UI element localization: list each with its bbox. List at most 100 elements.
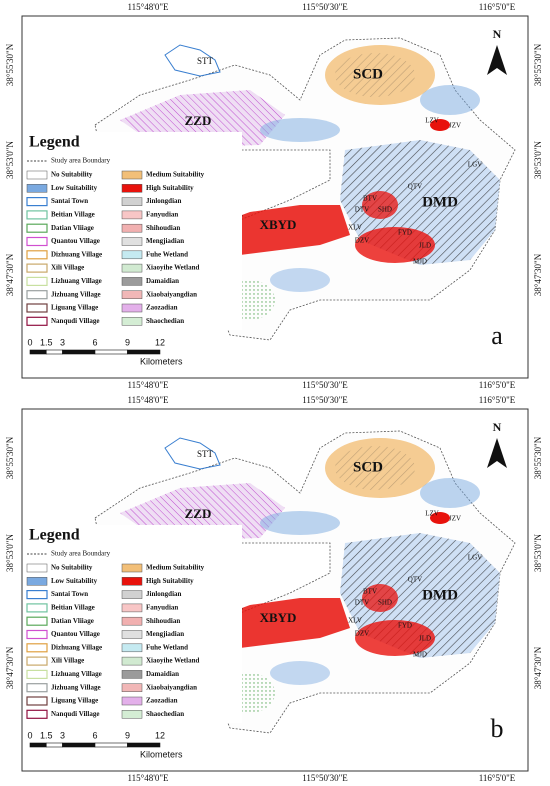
place-label: BTV <box>363 588 377 596</box>
place-label: MJD <box>413 651 427 659</box>
place-label: JZV <box>449 122 461 130</box>
latitude-label: 38°55'30"N <box>533 43 543 86</box>
legend-swatch <box>121 590 143 599</box>
scale-label: 6 <box>92 337 97 347</box>
place-label: MJD <box>413 258 427 266</box>
legend-swatch <box>121 317 143 326</box>
legend-swatch <box>121 643 143 653</box>
place-label: SHD <box>378 599 392 607</box>
scale-segment <box>45 742 63 748</box>
scale-label: 3 <box>60 337 65 347</box>
legend-swatch <box>121 197 143 206</box>
legend-swatch <box>121 710 143 719</box>
legend-swatch <box>26 184 48 193</box>
place-label: SCD <box>353 66 383 82</box>
legend-swatch <box>26 709 48 719</box>
legend-label: No Suitability <box>51 564 93 572</box>
longitude-label: 115°48'0"E <box>127 773 169 783</box>
scale-label: 12 <box>155 730 165 740</box>
legend-label: Datian Vliiage <box>51 617 94 625</box>
longitude-label: 116°5'0"E <box>479 395 516 405</box>
legend-label: Santai Town <box>51 197 88 205</box>
place-label: ZZD <box>185 113 212 128</box>
legend-label: Damaidian <box>146 670 179 678</box>
longitude-label: 115°50'30"E <box>302 773 348 783</box>
scale-label: 12 <box>155 337 165 347</box>
legend-swatch <box>26 577 48 586</box>
legend-label: Medium Suitability <box>146 171 205 179</box>
legend-label: Fanyudian <box>146 211 178 219</box>
longitude-label: 116°5'0"E <box>479 2 516 12</box>
legend-swatch <box>121 223 143 233</box>
legend-label: Nanqudi Village <box>51 317 99 325</box>
place-label: DZV <box>355 630 369 638</box>
scale-label: 1.5 <box>40 730 53 740</box>
scale-label: 1.5 <box>40 337 53 347</box>
legend-swatch <box>26 669 48 679</box>
scale-segment <box>62 349 96 355</box>
legend-label: Shihoudian <box>146 617 180 625</box>
legend-swatch <box>26 563 48 573</box>
place-label: XLV <box>348 224 362 232</box>
map-panel: 115°48'0"E 115°48'0"E 115°50'30"E 115°50'30… <box>5 2 543 390</box>
legend-label: Jizhuang Village <box>51 683 101 691</box>
north-arrow <box>487 45 507 75</box>
legend-swatch <box>26 316 48 326</box>
legend-label: Xili Village <box>51 264 84 272</box>
legend-swatch <box>121 630 143 639</box>
legend-swatch <box>26 236 48 247</box>
place-label: DTV <box>355 599 369 607</box>
legend-label: Zaozadian <box>146 304 178 312</box>
legend-label: Shaochedian <box>146 710 184 718</box>
panel-label: b <box>491 714 504 743</box>
legend-swatch <box>26 603 48 613</box>
legend-swatch <box>26 290 48 300</box>
legend-label: High Suitability <box>146 577 194 585</box>
latitude-label: 38°53'0"N <box>533 534 543 572</box>
place-label: JLD <box>419 242 431 250</box>
legend-label: Quantou Village <box>51 237 100 245</box>
legend-box <box>24 525 242 723</box>
place-label: DMD <box>422 194 458 210</box>
legend-swatch <box>26 629 48 640</box>
legend-title: Legend <box>29 527 80 544</box>
legend-label: Fuhe Wetland <box>146 250 188 258</box>
scale-label: 0 <box>27 337 32 347</box>
legend-swatch <box>121 670 143 679</box>
legend-label: Damaidian <box>146 277 179 285</box>
longitude-label: 115°48'0"E <box>127 2 169 12</box>
legend-label: Study area Boundary <box>51 157 111 165</box>
north-arrow <box>487 438 507 468</box>
longitude-label: 116°5'0"E <box>479 380 516 390</box>
legend-swatch <box>121 237 143 246</box>
legend-label: Santai Town <box>51 590 88 598</box>
latitude-label: 38°55'30"N <box>5 436 15 479</box>
longitude-label: 115°50'30"E <box>302 395 348 405</box>
latitude-label: 38°55'30"N <box>5 43 15 86</box>
scale-label: 9 <box>125 337 130 347</box>
place-label: ZZD <box>185 506 212 521</box>
legend-label: Fanyudian <box>146 604 178 612</box>
place-label: XLV <box>348 617 362 625</box>
legend-swatch <box>26 210 48 220</box>
scale-segment <box>45 349 63 355</box>
legend-swatch <box>26 656 48 666</box>
latitude-label: 38°47'30"N <box>5 646 15 689</box>
latitude-label: 38°47'30"N <box>5 253 15 296</box>
place-label: STT <box>197 449 214 459</box>
legend-swatch <box>121 170 143 180</box>
longitude-label: 115°48'0"E <box>127 395 169 405</box>
legend-label: Shihoudian <box>146 224 180 232</box>
place-label: LGV <box>468 161 482 169</box>
legend-label: Fuhe Wetland <box>146 643 188 651</box>
legend-label: Liguang Village <box>51 697 98 705</box>
place-label: SCD <box>353 459 383 475</box>
place-label: XBYD <box>260 610 297 625</box>
scale-label: 9 <box>125 730 130 740</box>
legend-label: Dizhuang Village <box>51 643 102 651</box>
legend-label: High Suitability <box>146 184 194 192</box>
north-label: N <box>493 27 502 41</box>
legend-swatch <box>26 643 48 653</box>
legend-label: Dizhuang Village <box>51 250 102 258</box>
